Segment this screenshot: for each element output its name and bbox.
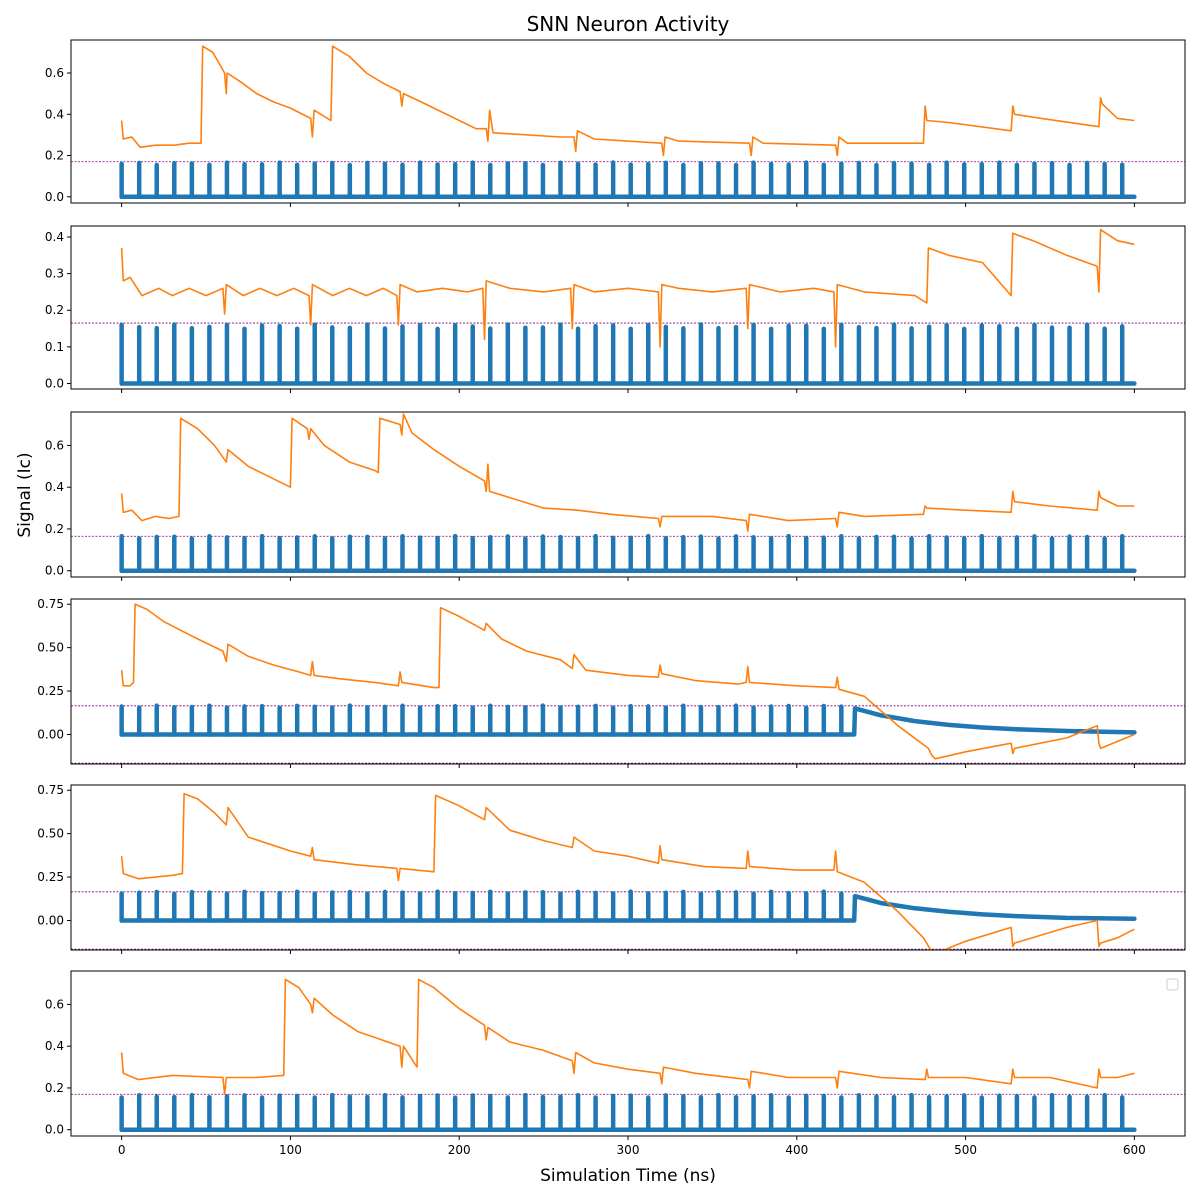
spike-baseline	[119, 893, 1137, 923]
membrane-potential-line	[120, 228, 1135, 348]
subplot-2: 0.0 0.1 0.2 0.3 0.4	[45, 225, 1186, 393]
membrane-potential-line	[120, 413, 1135, 532]
y-tick-label: 0.0	[45, 1123, 64, 1137]
subplot-stack: 0.00.20.40.60.00.10.20.30.40.00.20.40.60…	[37, 39, 1186, 1157]
y-tick-label: 0.0	[45, 190, 64, 204]
membrane-potential-line	[120, 603, 1135, 760]
y-tick-label: 0.6	[45, 997, 64, 1011]
plot-area	[71, 603, 1185, 764]
membrane-potential-line	[120, 978, 1135, 1095]
subplot-5: 0.00 0.25 0.50 0.75	[37, 783, 1186, 954]
figure-title: SNN Neuron Activity	[527, 12, 730, 36]
y-tick-label: 0.2	[45, 303, 64, 317]
y-tick-label: 0.2	[45, 1081, 64, 1095]
y-tick-label: 0.50	[37, 641, 64, 655]
x-axis-label: Simulation Time (ns)	[540, 1166, 716, 1186]
y-tick-label: 0.4	[45, 1039, 64, 1053]
y-tick-label: 0.6	[45, 438, 64, 452]
y-tick-label: 0.4	[45, 107, 64, 121]
y-tick-label: 0.1	[45, 340, 64, 354]
plot-area	[71, 45, 1185, 200]
y-tick-label: 0.75	[37, 597, 64, 611]
plot-area	[71, 228, 1185, 386]
plot-area	[71, 978, 1185, 1132]
x-tick-label: 500	[954, 1143, 977, 1157]
membrane-potential-line	[120, 45, 1135, 157]
y-tick-label: 0.00	[37, 913, 64, 927]
y-tick-label: 0.6	[45, 66, 64, 80]
y-tick-label: 0.0	[45, 377, 64, 391]
y-tick-label: 0.4	[45, 230, 64, 244]
spike-baseline	[119, 706, 1137, 737]
x-tick-label: 600	[1123, 1143, 1146, 1157]
subplot-3: 0.0 0.2 0.4 0.6	[45, 411, 1186, 581]
y-tick-label: 0.2	[45, 149, 64, 163]
subplot-4: 0.00 0.25 0.50 0.75	[37, 597, 1186, 768]
subplot-6: 0.0 0.2 0.4 0.6 0 100 200 300 400 500 600	[45, 970, 1186, 1157]
x-tick-label: 200	[448, 1143, 471, 1157]
y-tick-label: 0.3	[45, 267, 64, 281]
plot-area	[71, 792, 1185, 950]
subplot-1: 0.0 0.2 0.4 0.6	[45, 39, 1186, 207]
x-tick-label: 0	[118, 1143, 126, 1157]
y-tick-label: 0.00	[37, 727, 64, 741]
y-tick-label: 0.75	[37, 783, 64, 797]
y-tick-label: 0.0	[45, 564, 64, 578]
plot-area	[71, 413, 1185, 573]
x-tick-label: 100	[279, 1143, 302, 1157]
y-tick-label: 0.2	[45, 522, 64, 536]
membrane-potential-line	[120, 792, 1135, 950]
y-tick-label: 0.4	[45, 480, 64, 494]
x-tick-label: 400	[785, 1143, 808, 1157]
y-tick-label: 0.25	[37, 870, 64, 884]
x-tick-label: 300	[617, 1143, 640, 1157]
y-tick-label: 0.50	[37, 827, 64, 841]
y-axis-label: Signal (Ic)	[15, 452, 35, 537]
legend-box	[1166, 978, 1179, 991]
y-tick-label: 0.25	[37, 684, 64, 698]
